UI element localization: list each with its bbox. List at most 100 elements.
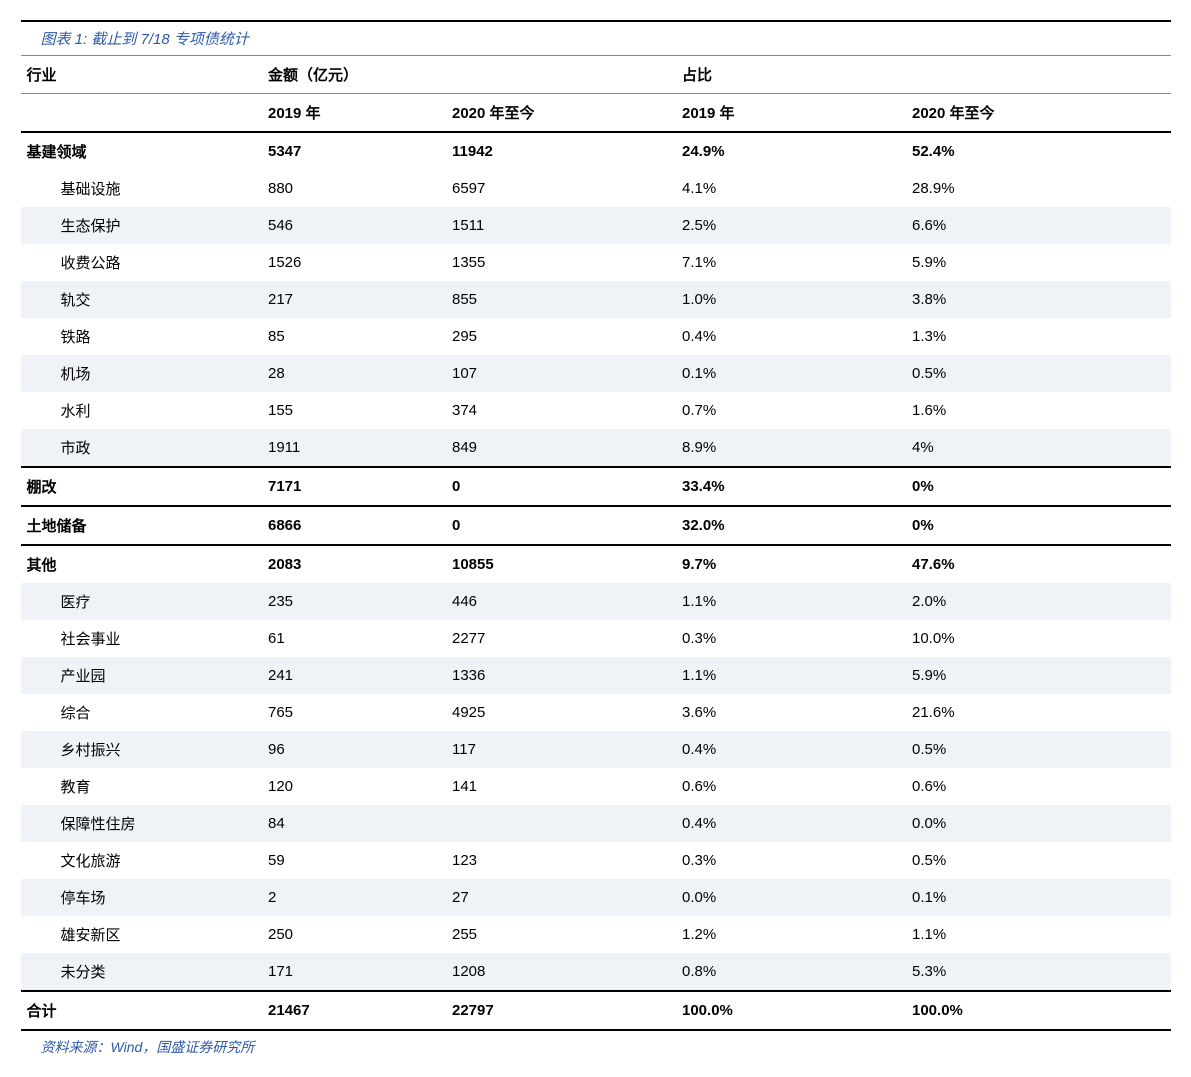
- table-cell: 社会事业: [21, 620, 263, 657]
- table-body: 基建领域53471194224.9%52.4%基础设施88065974.1%28…: [21, 132, 1171, 1030]
- table-cell: 医疗: [21, 583, 263, 620]
- table-cell: 141: [446, 768, 676, 805]
- table-cell: 1.1%: [676, 657, 906, 694]
- table-cell: 0: [446, 467, 676, 506]
- table-cell: 基础设施: [21, 170, 263, 207]
- table-cell: 棚改: [21, 467, 263, 506]
- table-row: 收费公路152613557.1%5.9%: [21, 244, 1171, 281]
- table-row: 文化旅游591230.3%0.5%: [21, 842, 1171, 879]
- table-cell: 295: [446, 318, 676, 355]
- table-cell: 155: [262, 392, 446, 429]
- table-cell: 217: [262, 281, 446, 318]
- table-cell: 47.6%: [906, 545, 1171, 583]
- table-cell: 52.4%: [906, 132, 1171, 170]
- table-row: 乡村振兴961170.4%0.5%: [21, 731, 1171, 768]
- table-cell: [446, 805, 676, 842]
- table-row: 合计2146722797100.0%100.0%: [21, 991, 1171, 1030]
- table-cell: 1911: [262, 429, 446, 467]
- table-row: 未分类17112080.8%5.3%: [21, 953, 1171, 991]
- table-cell: 5.9%: [906, 657, 1171, 694]
- table-cell: 0.7%: [676, 392, 906, 429]
- table-cell: 5347: [262, 132, 446, 170]
- table-row: 停车场2270.0%0.1%: [21, 879, 1171, 916]
- table-cell: 0.5%: [906, 355, 1171, 392]
- table-row: 雄安新区2502551.2%1.1%: [21, 916, 1171, 953]
- table-cell: 1.3%: [906, 318, 1171, 355]
- table-cell: 27: [446, 879, 676, 916]
- table-cell: 96: [262, 731, 446, 768]
- table-cell: 雄安新区: [21, 916, 263, 953]
- table-caption: 图表 1: 截止到 7/18 专项债统计: [21, 20, 1171, 56]
- table-cell: 10855: [446, 545, 676, 583]
- table-cell: 22797: [446, 991, 676, 1030]
- table-cell: 停车场: [21, 879, 263, 916]
- table-cell: 轨交: [21, 281, 263, 318]
- table-cell: 2.5%: [676, 207, 906, 244]
- table-cell: 3.8%: [906, 281, 1171, 318]
- table-cell: 241: [262, 657, 446, 694]
- table-cell: 综合: [21, 694, 263, 731]
- table-cell: 0.8%: [676, 953, 906, 991]
- table-row: 其他2083108559.7%47.6%: [21, 545, 1171, 583]
- table-cell: 255: [446, 916, 676, 953]
- table-cell: 28.9%: [906, 170, 1171, 207]
- header-amount: 金额（亿元）: [262, 56, 676, 94]
- table-row: 基础设施88065974.1%28.9%: [21, 170, 1171, 207]
- table-cell: 0.1%: [676, 355, 906, 392]
- table-row: 保障性住房840.4%0.0%: [21, 805, 1171, 842]
- table-cell: 765: [262, 694, 446, 731]
- table-cell: 171: [262, 953, 446, 991]
- header-share-2020: 2020 年至今: [906, 94, 1171, 133]
- table-cell: 2083: [262, 545, 446, 583]
- table-cell: 1.1%: [676, 583, 906, 620]
- table-cell: 教育: [21, 768, 263, 805]
- header-share: 占比: [676, 56, 1171, 94]
- table-cell: 100.0%: [676, 991, 906, 1030]
- table-cell: 0.0%: [906, 805, 1171, 842]
- table-cell: 235: [262, 583, 446, 620]
- table-cell: 0: [446, 506, 676, 545]
- table-cell: 产业园: [21, 657, 263, 694]
- table-cell: 0.6%: [906, 768, 1171, 805]
- header-amount-2020: 2020 年至今: [446, 94, 676, 133]
- table-cell: 2: [262, 879, 446, 916]
- table-row: 轨交2178551.0%3.8%: [21, 281, 1171, 318]
- table-cell: 生态保护: [21, 207, 263, 244]
- table-row: 水利1553740.7%1.6%: [21, 392, 1171, 429]
- table-cell: 6866: [262, 506, 446, 545]
- table-cell: 374: [446, 392, 676, 429]
- table-cell: 4.1%: [676, 170, 906, 207]
- table-row: 基建领域53471194224.9%52.4%: [21, 132, 1171, 170]
- table-cell: 市政: [21, 429, 263, 467]
- table-cell: 基建领域: [21, 132, 263, 170]
- table-cell: 土地储备: [21, 506, 263, 545]
- table-cell: 8.9%: [676, 429, 906, 467]
- table-cell: 59: [262, 842, 446, 879]
- table-cell: 100.0%: [906, 991, 1171, 1030]
- table-cell: 117: [446, 731, 676, 768]
- table-row: 社会事业6122770.3%10.0%: [21, 620, 1171, 657]
- table-cell: 0.6%: [676, 768, 906, 805]
- table-header-row-2: 2019 年 2020 年至今 2019 年 2020 年至今: [21, 94, 1171, 133]
- bond-stats-table: 行业 金额（亿元） 占比 2019 年 2020 年至今 2019 年 2020…: [21, 56, 1171, 1031]
- table-cell: 文化旅游: [21, 842, 263, 879]
- table-cell: 546: [262, 207, 446, 244]
- table-cell: 4%: [906, 429, 1171, 467]
- table-cell: 28: [262, 355, 446, 392]
- table-cell: 0%: [906, 506, 1171, 545]
- table-cell: 107: [446, 355, 676, 392]
- table-cell: 7.1%: [676, 244, 906, 281]
- table-cell: 1.2%: [676, 916, 906, 953]
- table-cell: 24.9%: [676, 132, 906, 170]
- table-cell: 0.5%: [906, 842, 1171, 879]
- table-cell: 1336: [446, 657, 676, 694]
- table-row: 机场281070.1%0.5%: [21, 355, 1171, 392]
- table-cell: 7171: [262, 467, 446, 506]
- table-cell: 33.4%: [676, 467, 906, 506]
- table-cell: 1.6%: [906, 392, 1171, 429]
- table-row: 市政19118498.9%4%: [21, 429, 1171, 467]
- table-cell: 21467: [262, 991, 446, 1030]
- table-cell: 1.1%: [906, 916, 1171, 953]
- table-cell: 铁路: [21, 318, 263, 355]
- table-cell: 0.5%: [906, 731, 1171, 768]
